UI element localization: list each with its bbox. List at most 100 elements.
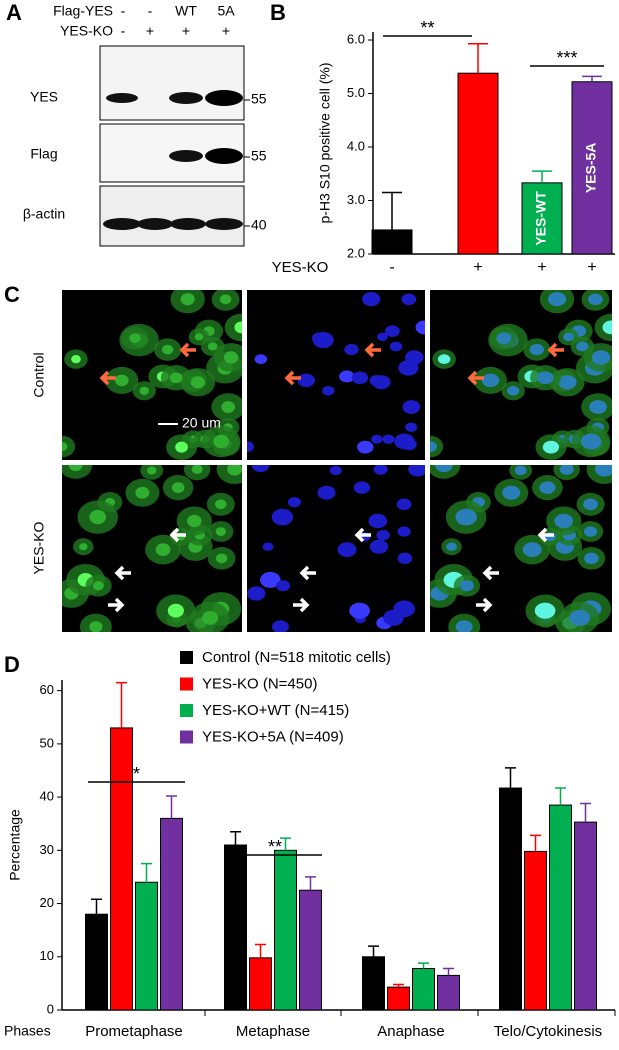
error-bar xyxy=(166,795,177,819)
nucleus xyxy=(589,400,607,414)
arrow xyxy=(476,597,493,613)
nucleus xyxy=(344,344,359,356)
legend-label: YES-KO (N=450) xyxy=(202,675,317,692)
error-bar xyxy=(393,983,404,988)
bar xyxy=(224,844,247,1011)
x-tick-label: Telo/Cytokinesis xyxy=(494,1023,602,1040)
y-axis-label: p-H3 S10 positive cell (%) xyxy=(317,62,333,223)
lane-label: 5A xyxy=(217,3,235,19)
lane-label: + xyxy=(222,23,230,39)
nucleus xyxy=(602,320,612,335)
blot: Flag-YES - - WT 5A YES-KO - + + + YES Fl… xyxy=(23,3,267,247)
y-axis-label: Percentage xyxy=(7,809,23,881)
nucleus xyxy=(588,293,603,306)
nucleus xyxy=(382,434,395,444)
nucleus xyxy=(234,321,242,334)
nucleus xyxy=(317,485,336,500)
nucleus xyxy=(563,332,574,342)
nucleus xyxy=(455,620,473,632)
error-bar xyxy=(305,876,316,891)
blot-header: Flag-YES xyxy=(53,3,113,19)
nucleus xyxy=(207,342,218,351)
nucleus xyxy=(481,373,500,388)
cells xyxy=(430,465,612,632)
panel-label: D xyxy=(4,652,20,677)
band xyxy=(169,92,203,104)
y-tick-label: 10 xyxy=(40,948,54,963)
bar xyxy=(549,804,572,1011)
size-marker: 55 xyxy=(251,91,267,107)
error-bar xyxy=(505,767,516,789)
nucleus xyxy=(534,602,556,619)
nucleus xyxy=(194,333,204,341)
nucleus xyxy=(89,509,107,525)
nucleus xyxy=(514,465,527,476)
cells xyxy=(247,465,425,632)
nucleus xyxy=(262,542,274,551)
panel-label: B xyxy=(270,0,286,25)
lane-label: - xyxy=(148,3,153,19)
y-tick-label: 3.0 xyxy=(347,192,365,207)
x-tick-label: Metaphase xyxy=(236,1023,310,1040)
bar xyxy=(521,182,563,255)
error-bar xyxy=(418,962,429,969)
size-marker: 40 xyxy=(251,217,267,233)
nucleus xyxy=(437,354,451,365)
error-bar xyxy=(255,943,266,958)
nucleus xyxy=(129,333,141,344)
significance-label: * xyxy=(133,764,140,784)
arrow xyxy=(364,342,381,358)
error-bar xyxy=(230,830,241,845)
band xyxy=(205,148,243,164)
arrow xyxy=(293,597,310,613)
nucleus xyxy=(215,499,227,510)
nucleus xyxy=(180,293,195,306)
lane-label: - xyxy=(121,3,126,19)
nucleus xyxy=(376,529,390,541)
micro-image xyxy=(247,465,425,632)
nucleus xyxy=(595,465,612,477)
arrow xyxy=(537,527,554,543)
nucleus xyxy=(397,526,411,537)
bar xyxy=(362,956,385,1011)
arrow xyxy=(547,342,564,358)
microscopy: Control YES-KO 20 um xyxy=(31,290,612,632)
nucleus xyxy=(583,498,598,511)
arrow xyxy=(114,565,131,581)
error-bar xyxy=(530,834,541,852)
nucleus xyxy=(373,465,388,475)
bar-label: YES-5A xyxy=(583,143,599,194)
bar xyxy=(249,957,272,1011)
nucleus xyxy=(155,543,171,556)
nucleus xyxy=(223,351,239,364)
y-tick-label: 6.0 xyxy=(347,31,365,46)
blot-row-label: β-actin xyxy=(23,206,65,222)
micro-image xyxy=(430,465,612,632)
nucleus xyxy=(260,571,281,588)
bar xyxy=(457,72,499,255)
cytoplasm xyxy=(224,313,242,342)
nucleus xyxy=(369,539,389,554)
arrow xyxy=(169,527,186,543)
bar xyxy=(412,967,435,1011)
nucleus xyxy=(254,354,268,365)
band xyxy=(106,93,138,103)
legend-swatch xyxy=(180,730,193,744)
error-bar xyxy=(141,862,152,883)
size-marker: 55 xyxy=(251,148,267,164)
bar xyxy=(85,913,108,1011)
nucleus xyxy=(384,325,400,337)
nucleus xyxy=(496,332,512,344)
blot-row-label: YES xyxy=(30,89,58,105)
error-bar xyxy=(468,43,488,74)
nucleus xyxy=(542,440,560,454)
nucleus xyxy=(502,485,521,500)
micro-image xyxy=(62,465,242,632)
micro-image xyxy=(247,290,425,460)
nucleus xyxy=(368,513,388,529)
nucleus xyxy=(115,374,129,387)
cytoplasm xyxy=(62,465,93,479)
nucleus xyxy=(372,375,391,390)
blot-box xyxy=(99,45,245,121)
